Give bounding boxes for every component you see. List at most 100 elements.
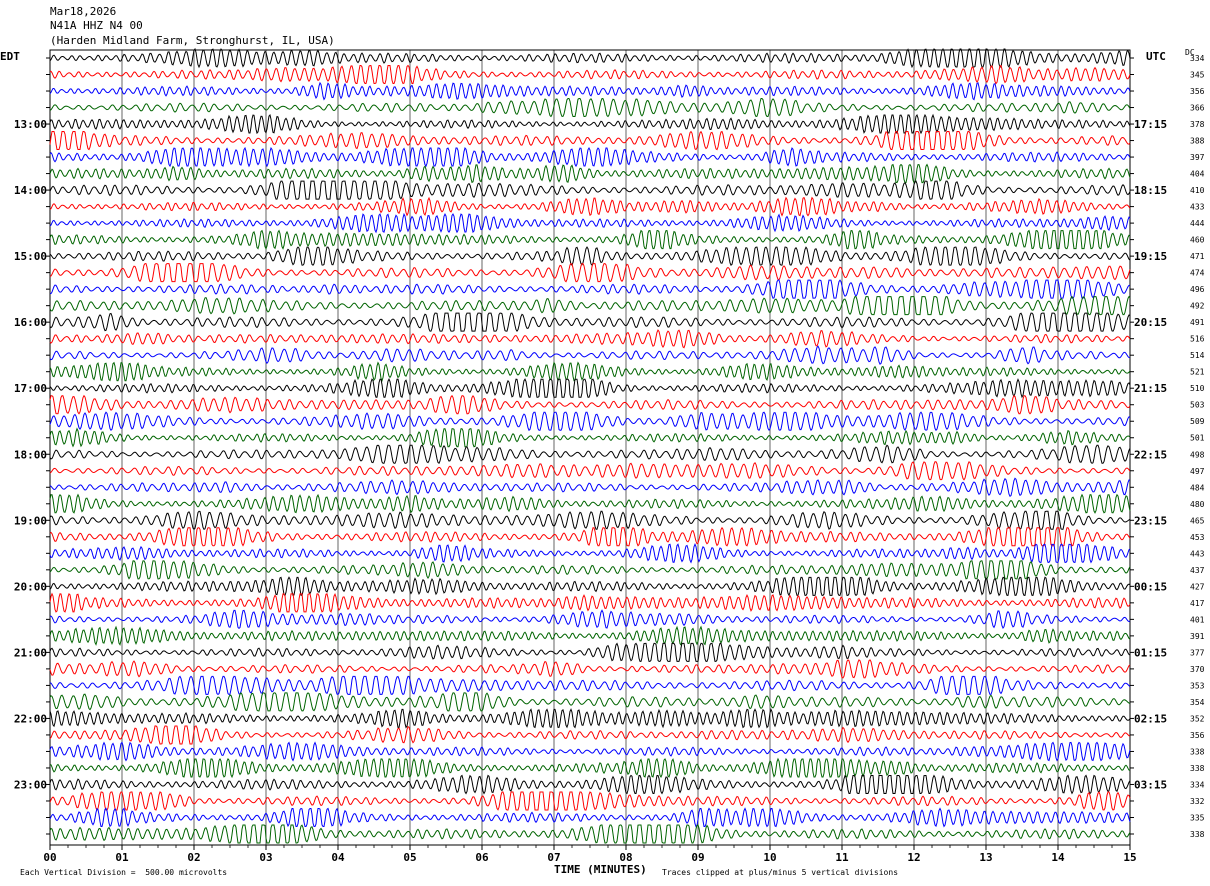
trace-18 — [49, 329, 1131, 349]
right-hour-label: 02:15 — [1134, 712, 1167, 725]
dc-offset-label: 353 — [1190, 681, 1205, 690]
trace-25 — [49, 444, 1131, 465]
dc-offset-label: 356 — [1190, 731, 1205, 740]
location-label: (Harden Midland Farm, Stronghurst, IL, U… — [50, 34, 335, 47]
trace-44 — [49, 757, 1131, 779]
trace-28 — [49, 493, 1131, 514]
dc-offset-label: 378 — [1190, 120, 1205, 129]
trace-20 — [49, 361, 1131, 383]
x-tick-label-13: 13 — [979, 851, 992, 864]
dc-offset-label: 444 — [1190, 219, 1205, 228]
trace-47 — [49, 807, 1131, 828]
dc-offset-label: 510 — [1190, 384, 1205, 393]
x-tick-label-12: 12 — [907, 851, 920, 864]
trace-42 — [49, 725, 1131, 745]
dc-label: DC — [1185, 48, 1195, 57]
x-tick-label-06: 06 — [475, 851, 489, 864]
scale-note: Each Vertical Division = 500.00 microvol… — [20, 868, 228, 877]
trace-30 — [49, 526, 1131, 547]
trace-46 — [49, 791, 1131, 811]
trace-11 — [49, 212, 1131, 234]
x-tick-label-05: 05 — [403, 851, 416, 864]
dc-offset-label: 397 — [1190, 153, 1205, 162]
dc-offset-label: 453 — [1190, 533, 1205, 542]
trace-36 — [49, 625, 1131, 646]
trace-1 — [49, 47, 1131, 69]
trace-39 — [49, 675, 1131, 696]
x-tick-label-14: 14 — [1051, 851, 1065, 864]
left-hour-label: 17:00 — [14, 382, 47, 395]
dc-offset-label: 474 — [1190, 269, 1205, 278]
dc-offset-label: 471 — [1190, 252, 1205, 261]
trace-34 — [49, 592, 1131, 613]
dc-offset-label: 345 — [1190, 71, 1205, 80]
left-hour-label: 19:00 — [14, 514, 47, 527]
dc-offset-label: 388 — [1190, 137, 1205, 146]
dc-offset-label: 410 — [1190, 186, 1205, 195]
trace-37 — [49, 642, 1131, 662]
right-timezone-label: UTC — [1146, 50, 1166, 63]
trace-38 — [49, 659, 1131, 679]
x-tick-label-09: 09 — [691, 851, 704, 864]
right-hour-label: 23:15 — [1134, 514, 1167, 527]
right-hour-label: 17:15 — [1134, 118, 1167, 131]
x-tick-label-10: 10 — [763, 851, 776, 864]
left-hour-label: 13:00 — [14, 118, 47, 131]
right-hour-label: 00:15 — [1134, 580, 1167, 593]
x-tick-label-04: 04 — [331, 851, 345, 864]
trace-5 — [49, 113, 1131, 135]
x-tick-label-08: 08 — [619, 851, 632, 864]
x-tick-label-07: 07 — [547, 851, 560, 864]
trace-12 — [49, 229, 1131, 250]
dc-offset-label: 496 — [1190, 285, 1205, 294]
dc-offset-label: 338 — [1190, 830, 1205, 839]
x-tick-label-11: 11 — [835, 851, 849, 864]
trace-3 — [49, 81, 1131, 101]
dc-offset-label: 492 — [1190, 302, 1205, 311]
dc-offset-label: 484 — [1190, 483, 1205, 492]
right-hour-label: 18:15 — [1134, 184, 1167, 197]
dc-offset-label: 503 — [1190, 401, 1205, 410]
dc-offset-label: 391 — [1190, 632, 1205, 641]
left-hour-label: 23:00 — [14, 778, 47, 791]
trace-6 — [49, 130, 1131, 151]
right-hour-label: 03:15 — [1134, 778, 1167, 791]
trace-27 — [49, 477, 1131, 498]
dc-offset-label: 370 — [1190, 665, 1205, 674]
left-hour-label: 18:00 — [14, 448, 47, 461]
dc-offset-label: 427 — [1190, 582, 1205, 591]
trace-10 — [49, 196, 1131, 217]
dc-offset-label: 404 — [1190, 170, 1205, 179]
trace-4 — [49, 98, 1131, 118]
date-label: Mar18,2026 — [50, 5, 117, 18]
x-tick-label-00: 00 — [43, 851, 56, 864]
dc-offset-label: 516 — [1190, 335, 1205, 344]
dc-offset-label: 491 — [1190, 318, 1205, 327]
dc-offset-label: 443 — [1190, 549, 1205, 558]
dc-offset-label: 433 — [1190, 203, 1205, 212]
right-hour-label: 19:15 — [1134, 250, 1167, 263]
trace-40 — [49, 692, 1131, 712]
trace-8 — [49, 163, 1131, 184]
trace-16 — [49, 295, 1131, 316]
trace-29 — [49, 510, 1131, 531]
x-tick-label-15: 15 — [1123, 851, 1136, 864]
trace-19 — [49, 345, 1131, 365]
left-hour-label: 22:00 — [14, 712, 47, 725]
trace-14 — [49, 263, 1131, 283]
trace-32 — [49, 560, 1131, 580]
dc-offset-label: 366 — [1190, 104, 1205, 113]
dc-offset-label: 501 — [1190, 434, 1205, 443]
trace-43 — [49, 741, 1131, 762]
dc-offset-label: 334 — [1190, 780, 1205, 789]
trace-33 — [49, 576, 1131, 597]
right-hour-label: 21:15 — [1134, 382, 1167, 395]
dc-offset-label: 338 — [1190, 764, 1205, 773]
dc-offset-label: 332 — [1190, 797, 1205, 806]
dc-offset-label: 460 — [1190, 236, 1205, 245]
x-tick-label-03: 03 — [259, 851, 272, 864]
dc-offset-label: 497 — [1190, 467, 1205, 476]
left-timezone-label: EDT — [0, 50, 20, 63]
dc-offset-label: 377 — [1190, 648, 1205, 657]
trace-2 — [49, 64, 1131, 85]
